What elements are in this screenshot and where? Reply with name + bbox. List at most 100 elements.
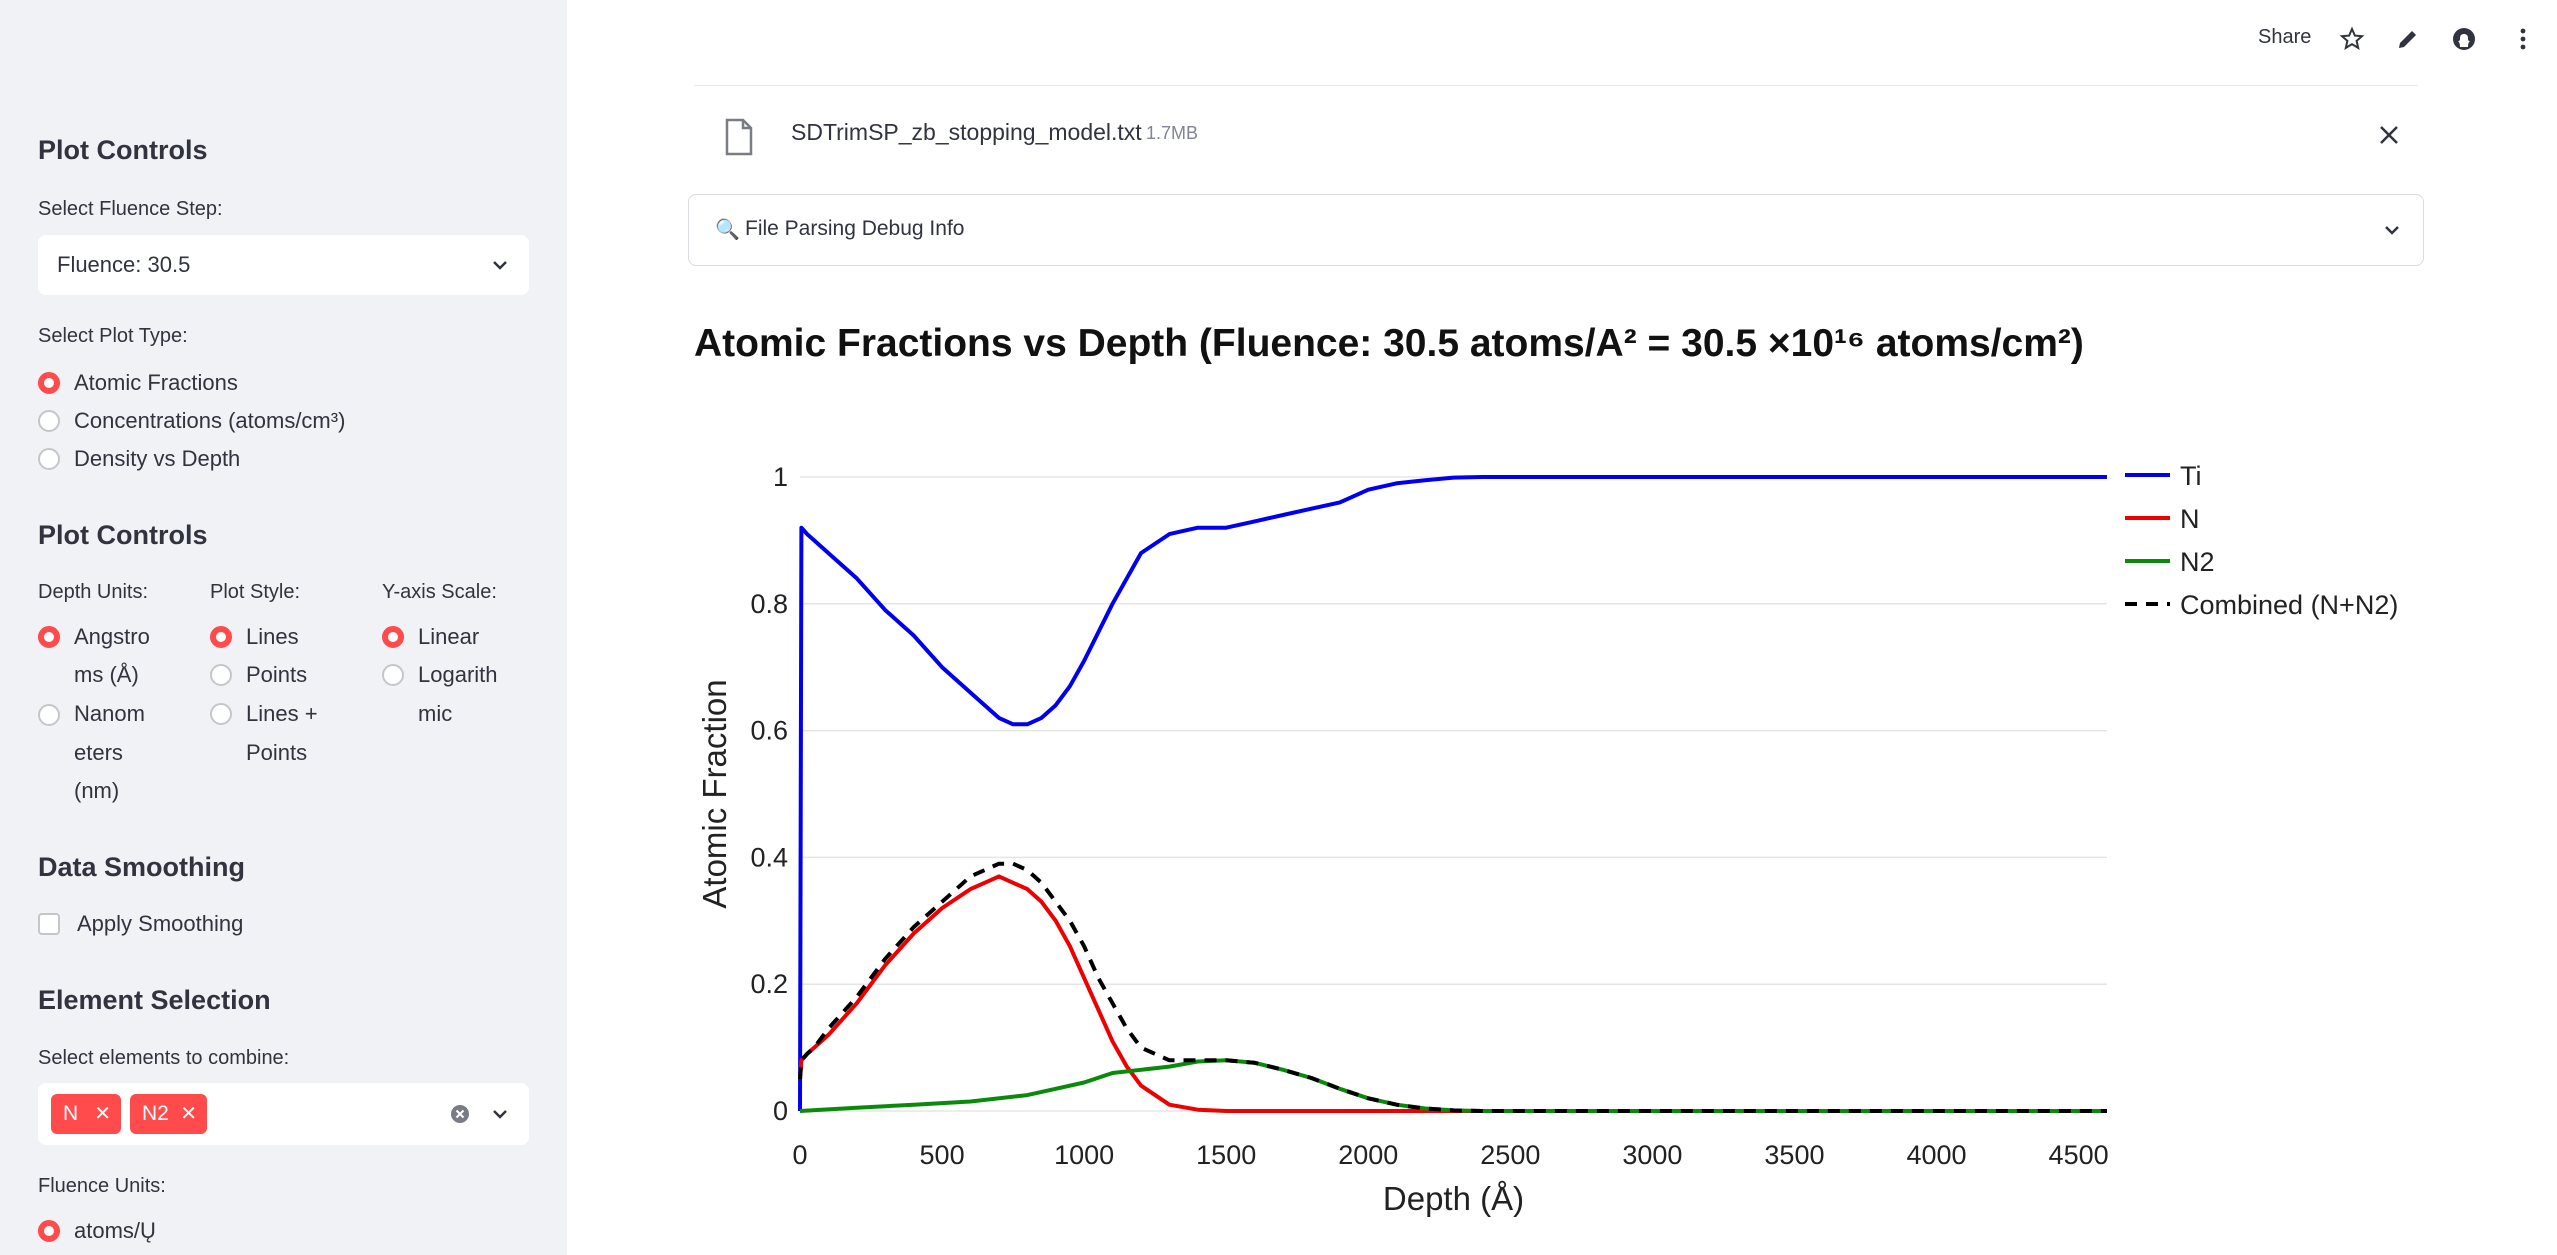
edit-icon[interactable] (2395, 26, 2421, 52)
axis-ticks: 0 0.2 0.4 0.6 0.8 1 0 500 1000 1500 2000 2500 3000 35… (750, 462, 2108, 1170)
series-line-n (798, 874, 2107, 1113)
element-selection-header: Element Selection (38, 985, 271, 1015)
search-icon: 🔍 (715, 219, 740, 241)
x-tick-label: 4500 (2049, 1140, 2109, 1170)
plot-style-option-label: Lines (246, 624, 299, 649)
file-icon (725, 118, 753, 156)
plot-type-radio-concentrations[interactable] (38, 410, 60, 432)
series-line-combined-n-n2- (798, 861, 2107, 1113)
fluence-step-label: Select Fluence Step: (38, 198, 223, 220)
y-tick-label: 1 (773, 462, 788, 492)
series-line-ti (798, 475, 2107, 1112)
plot-type-label: Select Plot Type: (38, 325, 188, 347)
x-tick-label: 3000 (1622, 1140, 1682, 1170)
chevron-down-icon (493, 261, 507, 270)
apply-smoothing-checkbox[interactable] (38, 913, 60, 935)
depth-units-option-label: eters (74, 740, 123, 765)
github-icon[interactable] (2451, 26, 2477, 52)
chevron-down-icon[interactable] (489, 1103, 511, 1125)
x-tick-label: 2500 (1480, 1140, 1540, 1170)
plot-style-option-label: Points (246, 740, 308, 765)
grid-lines (800, 476, 2107, 1112)
fluence-units-radio-atoms-a2[interactable] (38, 1220, 60, 1242)
depth-units-option-label: (nm) (74, 778, 120, 803)
yscale-label: Y-axis Scale: (382, 581, 497, 603)
sidebar: Plot Controls Select Fluence Step: Fluen… (0, 0, 567, 1255)
fluence-units-label: Fluence Units: (38, 1175, 166, 1197)
tag-label: N2 (142, 1102, 169, 1125)
depth-units-label: Depth Units: (38, 581, 149, 603)
yscale-radio-logarithmic[interactable] (382, 664, 404, 686)
chart-title: Atomic Fractions vs Depth (Fluence: 30.5… (694, 322, 2084, 365)
x-tick-label: 500 (920, 1140, 965, 1170)
y-tick-label: 0 (773, 1096, 788, 1126)
yscale-option-label: mic (418, 701, 453, 726)
expander-label: File Parsing Debug Info (745, 217, 965, 240)
plot-style-option-label: Points (246, 662, 308, 687)
yscale-option-label: Logarith (418, 662, 498, 687)
file-name: SDTrimSP_zb_stopping_model.txt (791, 119, 1142, 145)
plot-style-label: Plot Style: (210, 581, 301, 603)
plot-type-option-label: Atomic Fractions (74, 370, 238, 395)
x-tick-label: 3500 (1764, 1140, 1824, 1170)
atomic-fractions-chart[interactable]: 0 0.2 0.4 0.6 0.8 1 0 500 1000 1500 2000 2500 3000 35… (680, 430, 2440, 1255)
depth-units-option-label: Angstro (74, 624, 150, 649)
legend-label: N (2180, 504, 2200, 534)
tag-n2[interactable]: N2 ✕ (130, 1094, 207, 1134)
plot-type-radio-atomic-fractions[interactable] (38, 372, 60, 394)
plot-type-radio-density[interactable] (38, 448, 60, 470)
legend-label: N2 (2180, 547, 2215, 577)
debug-info-expander[interactable]: 🔍 File Parsing Debug Info (688, 194, 2424, 266)
star-icon[interactable] (2339, 26, 2365, 52)
yscale-option-label: Linear (418, 624, 480, 649)
apply-smoothing-label: Apply Smoothing (77, 911, 244, 936)
close-icon[interactable]: ✕ (94, 1103, 111, 1125)
plot-style-radio-points[interactable] (210, 664, 232, 686)
x-tick-label: 1000 (1054, 1140, 1114, 1170)
close-icon[interactable]: ✕ (180, 1103, 197, 1125)
series-lines (798, 475, 2107, 1113)
plot-style-radio-lines-points[interactable] (210, 703, 232, 725)
fluence-step-select[interactable]: Fluence: 30.5 (38, 235, 529, 295)
yscale-radio-linear[interactable] (382, 626, 404, 648)
fluence-units-option-label: atoms/Ų (74, 1218, 156, 1243)
series-line-n2 (799, 1058, 2107, 1113)
share-button[interactable]: Share (2258, 26, 2312, 48)
data-smoothing-header: Data Smoothing (38, 852, 245, 882)
plot-type-option-label: Density vs Depth (74, 446, 241, 471)
combine-elements-label: Select elements to combine: (38, 1047, 290, 1069)
plot-type-option-label: Concentrations (atoms/cm³) (74, 408, 346, 433)
depth-units-radio-angstroms[interactable] (38, 626, 60, 648)
tag-label: N (63, 1102, 79, 1125)
plot-controls-header-2: Plot Controls (38, 520, 208, 550)
file-size: 1.7MB (1146, 123, 1199, 143)
x-tick-label: 2000 (1338, 1140, 1398, 1170)
clear-all-icon[interactable] (450, 1104, 470, 1124)
y-tick-label: 0.8 (750, 589, 788, 619)
y-tick-label: 0.6 (750, 716, 788, 746)
x-tick-label: 4000 (1906, 1140, 1966, 1170)
divider (694, 85, 2418, 86)
chevron-down-icon (2385, 226, 2399, 235)
plot-style-option-label: Lines + (246, 701, 318, 726)
tag-n[interactable]: N ✕ (51, 1094, 121, 1134)
plot-controls-header: Plot Controls (38, 135, 208, 165)
uploaded-file-row: SDTrimSP_zb_stopping_model.txt 1.7MB (694, 100, 2418, 170)
plot-style-radio-lines[interactable] (210, 626, 232, 648)
y-axis-title: Atomic Fraction (696, 679, 733, 908)
legend-label: Combined (N+N2) (2180, 590, 2398, 620)
legend: Ti N N2 Combined (N+N2) (2125, 461, 2398, 620)
depth-units-radio-nanometers[interactable] (38, 704, 60, 726)
fluence-step-value: Fluence: 30.5 (57, 252, 191, 277)
x-tick-label: 1500 (1196, 1140, 1256, 1170)
more-menu-icon[interactable] (2510, 26, 2536, 52)
y-tick-label: 0.2 (750, 969, 788, 999)
depth-units-option-label: ms (Å) (74, 662, 139, 687)
x-axis-title: Depth (Å) (1383, 1180, 1524, 1217)
legend-label: Ti (2180, 461, 2202, 491)
y-tick-label: 0.4 (750, 842, 788, 872)
close-icon[interactable] (2378, 124, 2400, 146)
depth-units-option-label: Nanom (74, 701, 145, 726)
x-tick-label: 0 (792, 1140, 807, 1170)
combine-elements-multiselect[interactable]: N ✕ N2 ✕ (38, 1083, 529, 1145)
